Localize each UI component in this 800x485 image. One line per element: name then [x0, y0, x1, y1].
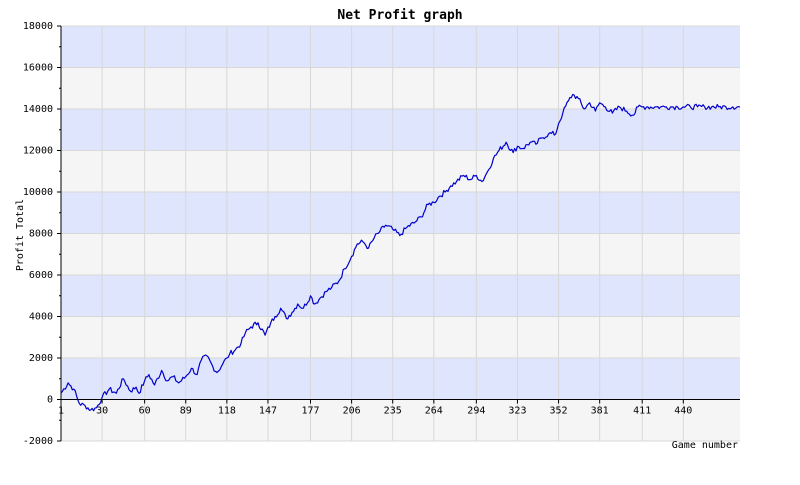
y-tick-label: 14000	[23, 104, 53, 115]
y-tick-label: 10000	[23, 187, 53, 198]
axes	[57, 25, 740, 442]
y-tick-label: 0	[47, 395, 53, 406]
background-band	[61, 150, 740, 192]
tick-labels: -200002000400060008000100001200014000160…	[23, 21, 692, 447]
x-tick-label: 89	[180, 406, 192, 417]
x-tick-label: 177	[301, 406, 319, 417]
background-band	[61, 26, 740, 68]
x-tick-label: 235	[384, 406, 402, 417]
background-bands	[61, 26, 740, 441]
y-tick-label: 16000	[23, 63, 53, 74]
background-band	[61, 67, 740, 109]
x-tick-label: 1	[58, 406, 64, 417]
background-band	[61, 233, 740, 275]
x-tick-label: 411	[633, 406, 651, 417]
y-tick-label: 6000	[29, 270, 53, 281]
y-tick-label: 18000	[23, 21, 53, 32]
background-band	[61, 358, 740, 400]
gridlines	[61, 25, 740, 442]
background-band	[61, 192, 740, 234]
y-axis-label: Profit Total	[15, 199, 26, 271]
x-tick-label: 381	[591, 406, 609, 417]
y-tick-label: 12000	[23, 146, 53, 157]
background-band	[61, 109, 740, 151]
y-tick-label: 4000	[29, 312, 53, 323]
background-band	[61, 316, 740, 358]
background-band	[61, 275, 740, 317]
x-tick-label: 352	[550, 406, 568, 417]
series-line	[60, 93, 741, 412]
x-tick-label: 147	[259, 406, 277, 417]
x-tick-label: 323	[508, 406, 526, 417]
x-tick-label: 60	[139, 406, 151, 417]
y-tick-label: 8000	[29, 229, 53, 240]
y-tick-label: 2000	[29, 353, 53, 364]
background-band	[61, 399, 740, 441]
x-tick-label: 30	[96, 406, 108, 417]
chart-title: Net Profit graph	[337, 8, 462, 23]
series-layer	[60, 93, 741, 412]
x-tick-label: 206	[343, 406, 361, 417]
x-axis-label: Game number	[672, 440, 738, 451]
y-tick-label: -2000	[23, 436, 53, 447]
x-tick-label: 118	[218, 406, 236, 417]
x-tick-label: 264	[425, 406, 443, 417]
x-tick-label: 294	[467, 406, 485, 417]
x-tick-label: 440	[674, 406, 692, 417]
